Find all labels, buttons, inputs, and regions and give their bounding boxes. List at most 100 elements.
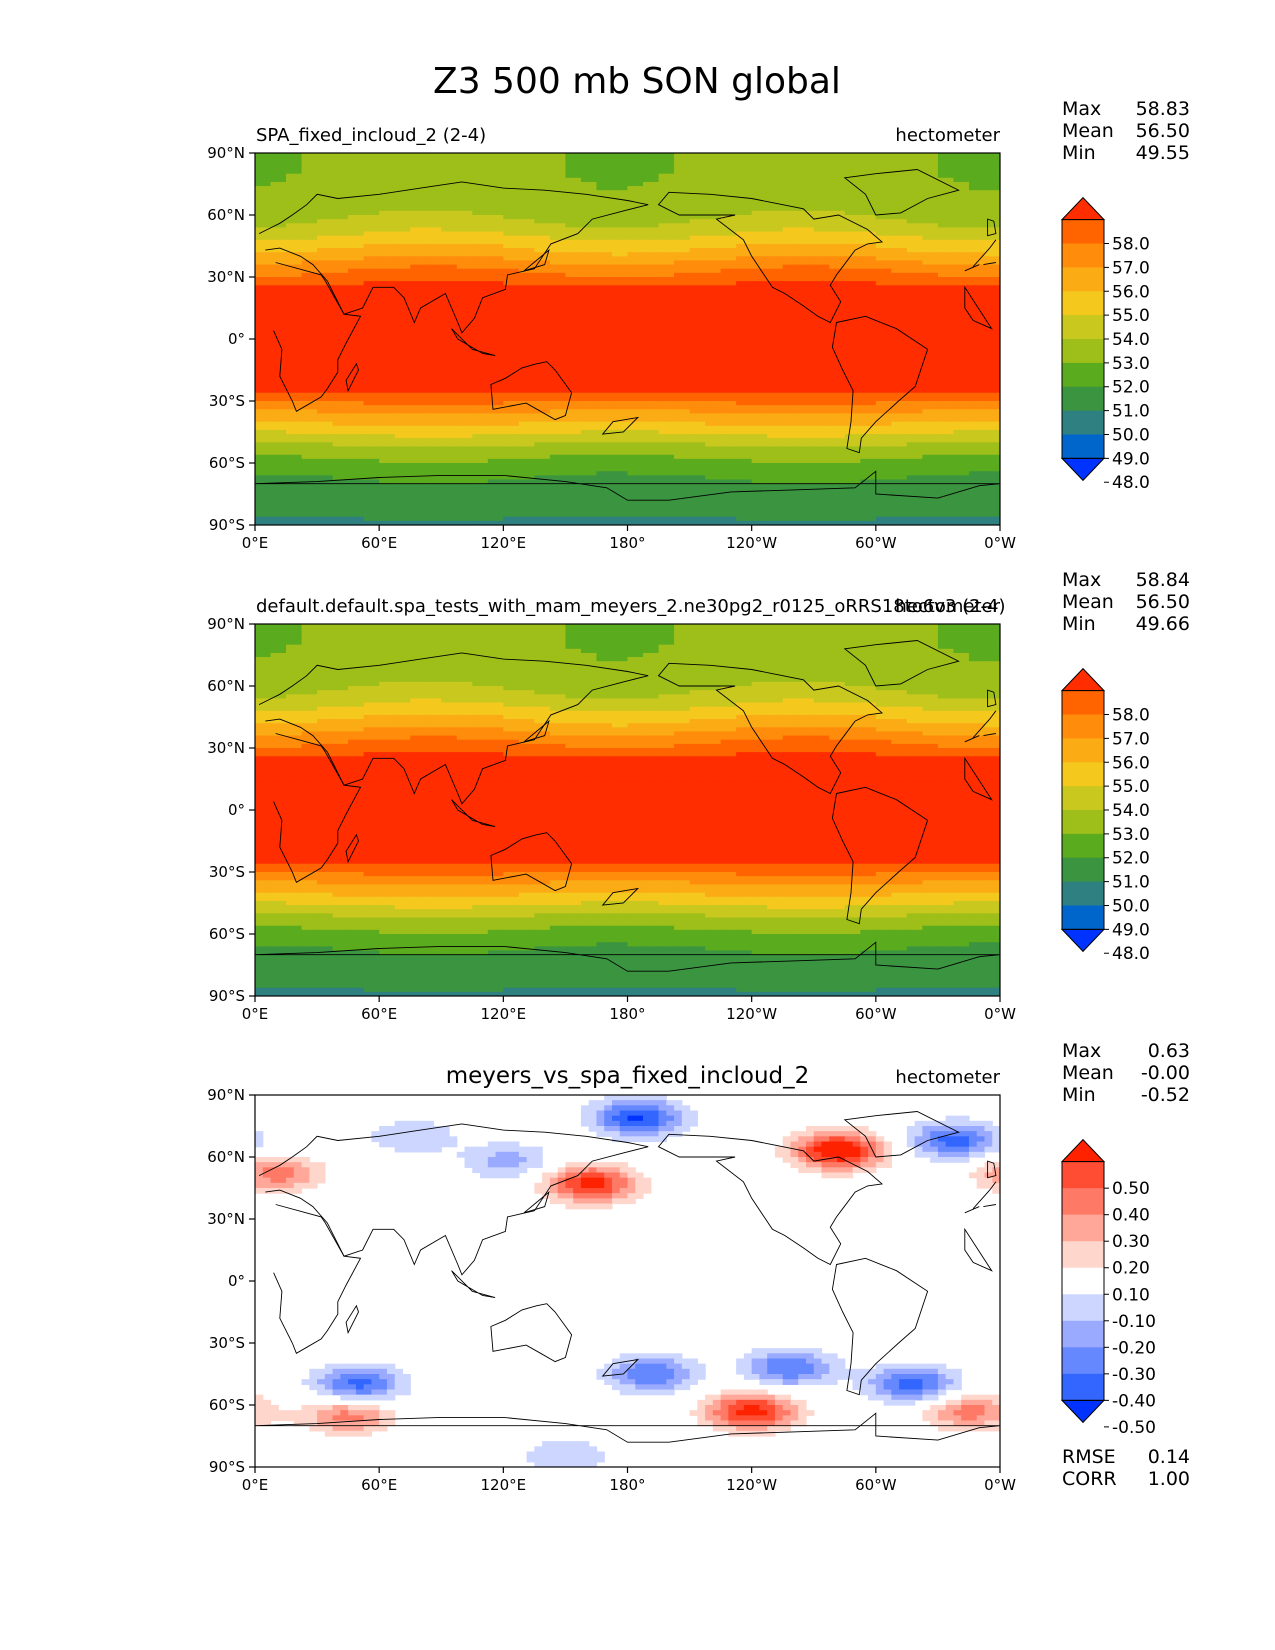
contour-cell bbox=[270, 458, 287, 464]
contour-cell bbox=[953, 198, 970, 204]
contour-cell bbox=[611, 376, 629, 381]
contour-cell bbox=[317, 289, 334, 295]
contour-cell bbox=[410, 235, 427, 241]
contour-cell bbox=[611, 471, 629, 476]
contour-cell bbox=[643, 293, 660, 299]
contour-cell bbox=[441, 359, 458, 365]
contour-cell bbox=[549, 243, 567, 249]
contour-cell bbox=[968, 301, 986, 307]
contour-cell bbox=[441, 491, 458, 497]
contour-cell bbox=[906, 322, 923, 328]
contour-cell bbox=[472, 425, 489, 431]
contour-cell bbox=[829, 181, 846, 187]
contour-cell bbox=[782, 438, 799, 443]
contour-cell bbox=[611, 194, 629, 200]
contour-cell bbox=[705, 186, 722, 191]
contour-cell bbox=[425, 264, 442, 270]
contour-cell bbox=[270, 268, 287, 274]
contour-cell bbox=[565, 669, 582, 675]
contour-cell bbox=[891, 652, 908, 658]
contour-cell bbox=[549, 351, 567, 357]
contour-cell bbox=[596, 504, 613, 510]
contour-cell bbox=[487, 248, 504, 253]
contour-cell bbox=[503, 467, 520, 472]
contour-cell bbox=[534, 264, 551, 270]
contour-cell bbox=[580, 297, 598, 303]
contour-cell bbox=[891, 314, 908, 319]
contour-cell bbox=[580, 293, 598, 299]
contour-cell bbox=[518, 632, 535, 637]
contour-cell bbox=[487, 223, 504, 228]
contour-cell bbox=[518, 384, 535, 390]
contour-cell bbox=[953, 330, 970, 336]
contour-cell bbox=[937, 471, 955, 476]
contour-cell bbox=[720, 665, 737, 671]
contour-cell bbox=[627, 500, 644, 505]
contour-cell bbox=[891, 186, 908, 191]
contour-cell bbox=[301, 409, 318, 414]
contour-cell bbox=[549, 363, 567, 369]
contour-cell bbox=[643, 215, 660, 220]
contour-cell bbox=[472, 281, 489, 286]
contour-cell bbox=[984, 421, 1000, 427]
contour-cell bbox=[379, 396, 396, 402]
contour-cell bbox=[736, 438, 753, 443]
contour-cell bbox=[534, 401, 551, 406]
contour-cell bbox=[798, 632, 815, 637]
contour-cell bbox=[782, 318, 799, 324]
contour-cell bbox=[844, 471, 861, 476]
contour-cell bbox=[317, 210, 334, 216]
contour-cell bbox=[456, 161, 473, 166]
contour-cell bbox=[875, 322, 892, 328]
contour-cell bbox=[860, 322, 877, 328]
contour-cell bbox=[270, 161, 287, 166]
contour-cell bbox=[425, 206, 442, 212]
contour-cell bbox=[472, 223, 489, 228]
contour-cell bbox=[627, 475, 644, 481]
contour-cell bbox=[549, 194, 567, 200]
contour-cell bbox=[301, 454, 318, 460]
contour-cell bbox=[425, 504, 442, 510]
coastline-0-2 bbox=[490, 361, 573, 421]
contour-cell bbox=[875, 401, 892, 406]
contour-cell bbox=[456, 475, 473, 481]
contour-cell bbox=[767, 186, 784, 191]
contour-cell bbox=[596, 652, 613, 658]
contour-cell bbox=[410, 177, 427, 183]
contour-cell bbox=[875, 339, 892, 344]
contour-cell bbox=[363, 463, 380, 468]
contour-cell bbox=[860, 496, 877, 501]
contour-cell bbox=[270, 628, 287, 633]
contour-cell bbox=[922, 215, 939, 220]
contour-cell bbox=[643, 351, 660, 357]
contour-cell bbox=[317, 520, 334, 525]
contour-cell bbox=[379, 421, 396, 427]
contour-cell bbox=[736, 186, 753, 191]
contour-cell bbox=[565, 661, 582, 666]
contour-cell bbox=[301, 301, 318, 307]
contour-cell bbox=[798, 409, 815, 414]
contour-cell bbox=[317, 268, 334, 274]
contour-cell bbox=[363, 202, 380, 208]
contour-cell bbox=[441, 657, 458, 662]
contour-cell bbox=[813, 252, 830, 257]
contour-cell bbox=[844, 330, 861, 336]
contour-cell bbox=[844, 421, 861, 427]
contour-cell bbox=[984, 161, 1000, 166]
contour-cell bbox=[518, 479, 535, 485]
contour-cell bbox=[518, 516, 535, 522]
contour-cell bbox=[518, 227, 535, 233]
contour-cell bbox=[549, 219, 567, 224]
contour-cell bbox=[627, 504, 644, 510]
contour-cell bbox=[503, 434, 520, 439]
contour-cell bbox=[767, 669, 784, 675]
contour-cell bbox=[487, 434, 504, 439]
contour-cell bbox=[286, 380, 303, 386]
contour-cell bbox=[534, 355, 551, 361]
contour-cell bbox=[906, 310, 923, 315]
contour-cell bbox=[891, 161, 908, 166]
contour-cell bbox=[689, 429, 706, 435]
contour-cell bbox=[317, 425, 334, 431]
contour-cell bbox=[937, 293, 955, 299]
contour-cell bbox=[332, 297, 349, 303]
